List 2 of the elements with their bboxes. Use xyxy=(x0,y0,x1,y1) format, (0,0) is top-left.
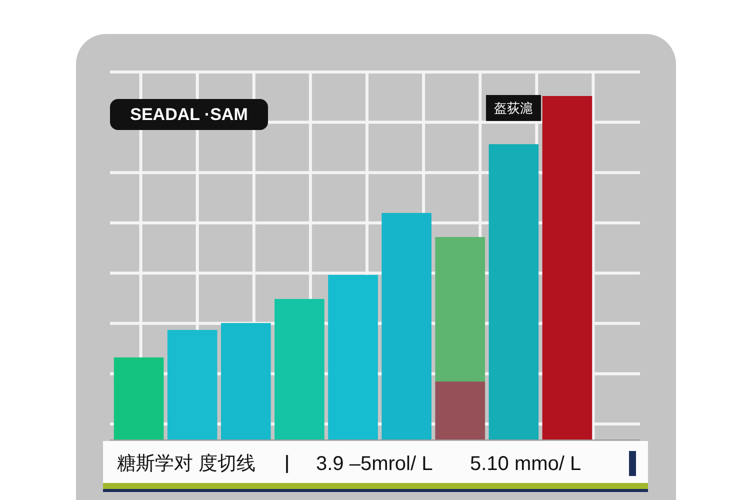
annotation: SEADAL ·SAM xyxy=(130,105,248,124)
annotation: 盔荻滬 xyxy=(494,100,533,116)
